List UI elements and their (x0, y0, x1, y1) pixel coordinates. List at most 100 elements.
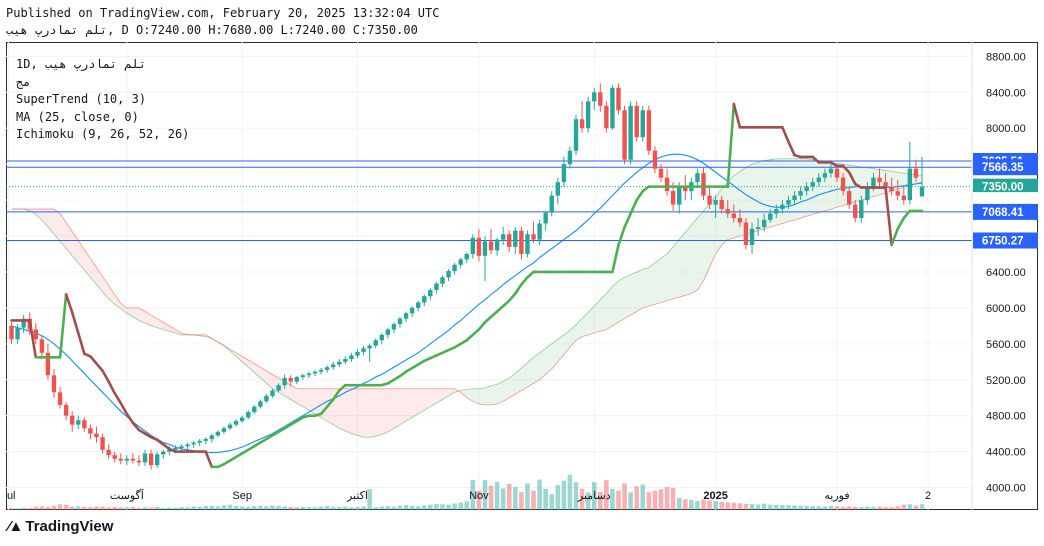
volume-bar (124, 507, 130, 510)
cloud-segment (576, 318, 583, 341)
candle-body (683, 186, 688, 192)
chart-canvas[interactable]: 8800.008400.008000.007600.007200.006800.… (6, 42, 1038, 510)
volume-bar (877, 506, 882, 510)
candle-body (203, 439, 208, 441)
legend-ma[interactable]: MA (25, close, 0) (16, 109, 139, 124)
candle-body (531, 234, 536, 240)
volume-bar (907, 504, 913, 510)
supertrend-segment (617, 225, 626, 247)
legend-ichimoku[interactable]: Ichimoku (9, 26, 52, 26) (16, 127, 190, 141)
candle-body (312, 371, 318, 374)
legend-supertrend[interactable]: SuperTrend (10, 3) (16, 92, 147, 106)
volume-bar (719, 501, 724, 510)
volume-bar (713, 501, 718, 510)
supertrend-segment (64, 293, 74, 314)
candle-body (9, 325, 14, 340)
cloud-segment (163, 322, 170, 332)
volume-bar (834, 506, 840, 510)
candle-body (63, 404, 69, 416)
candle-body (810, 182, 815, 187)
supertrend-segment (896, 216, 906, 231)
tradingview-logo-icon: ⁄▲ (8, 518, 23, 535)
cloud-segment (357, 388, 364, 438)
volume-bar (221, 505, 227, 510)
candle-body (440, 277, 445, 284)
candle-body (385, 329, 391, 335)
volume-bar (82, 506, 87, 510)
cloud-segment (600, 293, 607, 332)
cloud-segment (618, 277, 625, 323)
supertrend-segment (507, 292, 517, 303)
candle-body (525, 234, 530, 254)
candle-body (555, 182, 560, 196)
supertrend-segment (520, 276, 529, 286)
cloud-segment (800, 158, 807, 219)
volume-bar (543, 488, 548, 510)
volume-bar (264, 506, 269, 510)
candle-body (664, 177, 670, 192)
candle-body (270, 390, 275, 396)
volume-bar (276, 505, 281, 510)
indicator-legend: 1D, تلم تمادرپ هیب مج SuperTrend (10, 3)… (16, 56, 189, 144)
candle-body (124, 458, 130, 461)
volume-bar (786, 505, 791, 510)
volume-bar (160, 508, 166, 510)
cloud-segment (703, 203, 710, 281)
volume-bar (470, 479, 476, 510)
time-tick-label: Jul (6, 490, 15, 502)
cloud-segment (582, 312, 589, 337)
candle-body (883, 182, 888, 187)
chart-frame (6, 42, 1038, 510)
volume-bar (628, 492, 633, 510)
candle-body (106, 449, 111, 456)
volume-bar (282, 506, 287, 510)
volume-bar (306, 506, 312, 510)
candle-body (592, 92, 597, 102)
cloud-segment (527, 357, 534, 387)
supertrend-segment (89, 355, 98, 365)
supertrend-segment (113, 391, 123, 405)
candle-body (239, 417, 245, 422)
supertrend-segment (471, 328, 481, 337)
volume-bar (21, 507, 26, 510)
supertrend-segment (501, 299, 511, 308)
volume-bar (361, 506, 366, 510)
candle-body (701, 173, 706, 196)
cloud-segment (521, 362, 528, 391)
volume-bar (682, 499, 688, 510)
volume-bar (767, 504, 773, 510)
candle-body (658, 168, 664, 178)
supertrend-segment (204, 450, 214, 469)
price-tick-label: 5200.00 (986, 375, 1026, 387)
candle-body (859, 200, 864, 219)
tradingview-logo[interactable]: ⁄▲ TradingView (8, 518, 113, 535)
candle-body (94, 433, 99, 438)
horizontal-lines (6, 160, 972, 241)
volume-bar (27, 507, 33, 510)
volume-bar (428, 504, 433, 510)
candle-body (300, 375, 306, 378)
supertrend-segment (787, 140, 796, 157)
candle-body (670, 191, 676, 205)
volume-bar (883, 507, 888, 510)
cloud-segment (515, 368, 522, 395)
candle-body (82, 420, 87, 429)
cloud-segment (709, 196, 716, 268)
candle-body (567, 150, 573, 165)
cloud-segment (697, 210, 704, 290)
volume-bar (39, 506, 45, 510)
candle-body (318, 369, 324, 372)
cloud-segment (460, 389, 467, 398)
volume-bar (421, 505, 427, 510)
volume-bar (75, 506, 81, 510)
cloud-segment (654, 258, 661, 305)
candle-body (816, 177, 822, 183)
legend-symbol-row: 1D, تلم تمادرپ هیب (16, 57, 147, 71)
volume-bar (385, 506, 391, 510)
supertrend-segment (70, 311, 80, 335)
cloud-segment (873, 168, 880, 197)
volume-bar (440, 504, 445, 510)
candle-body (877, 177, 882, 183)
volume-bar (88, 507, 93, 510)
volume-bar (828, 505, 834, 510)
